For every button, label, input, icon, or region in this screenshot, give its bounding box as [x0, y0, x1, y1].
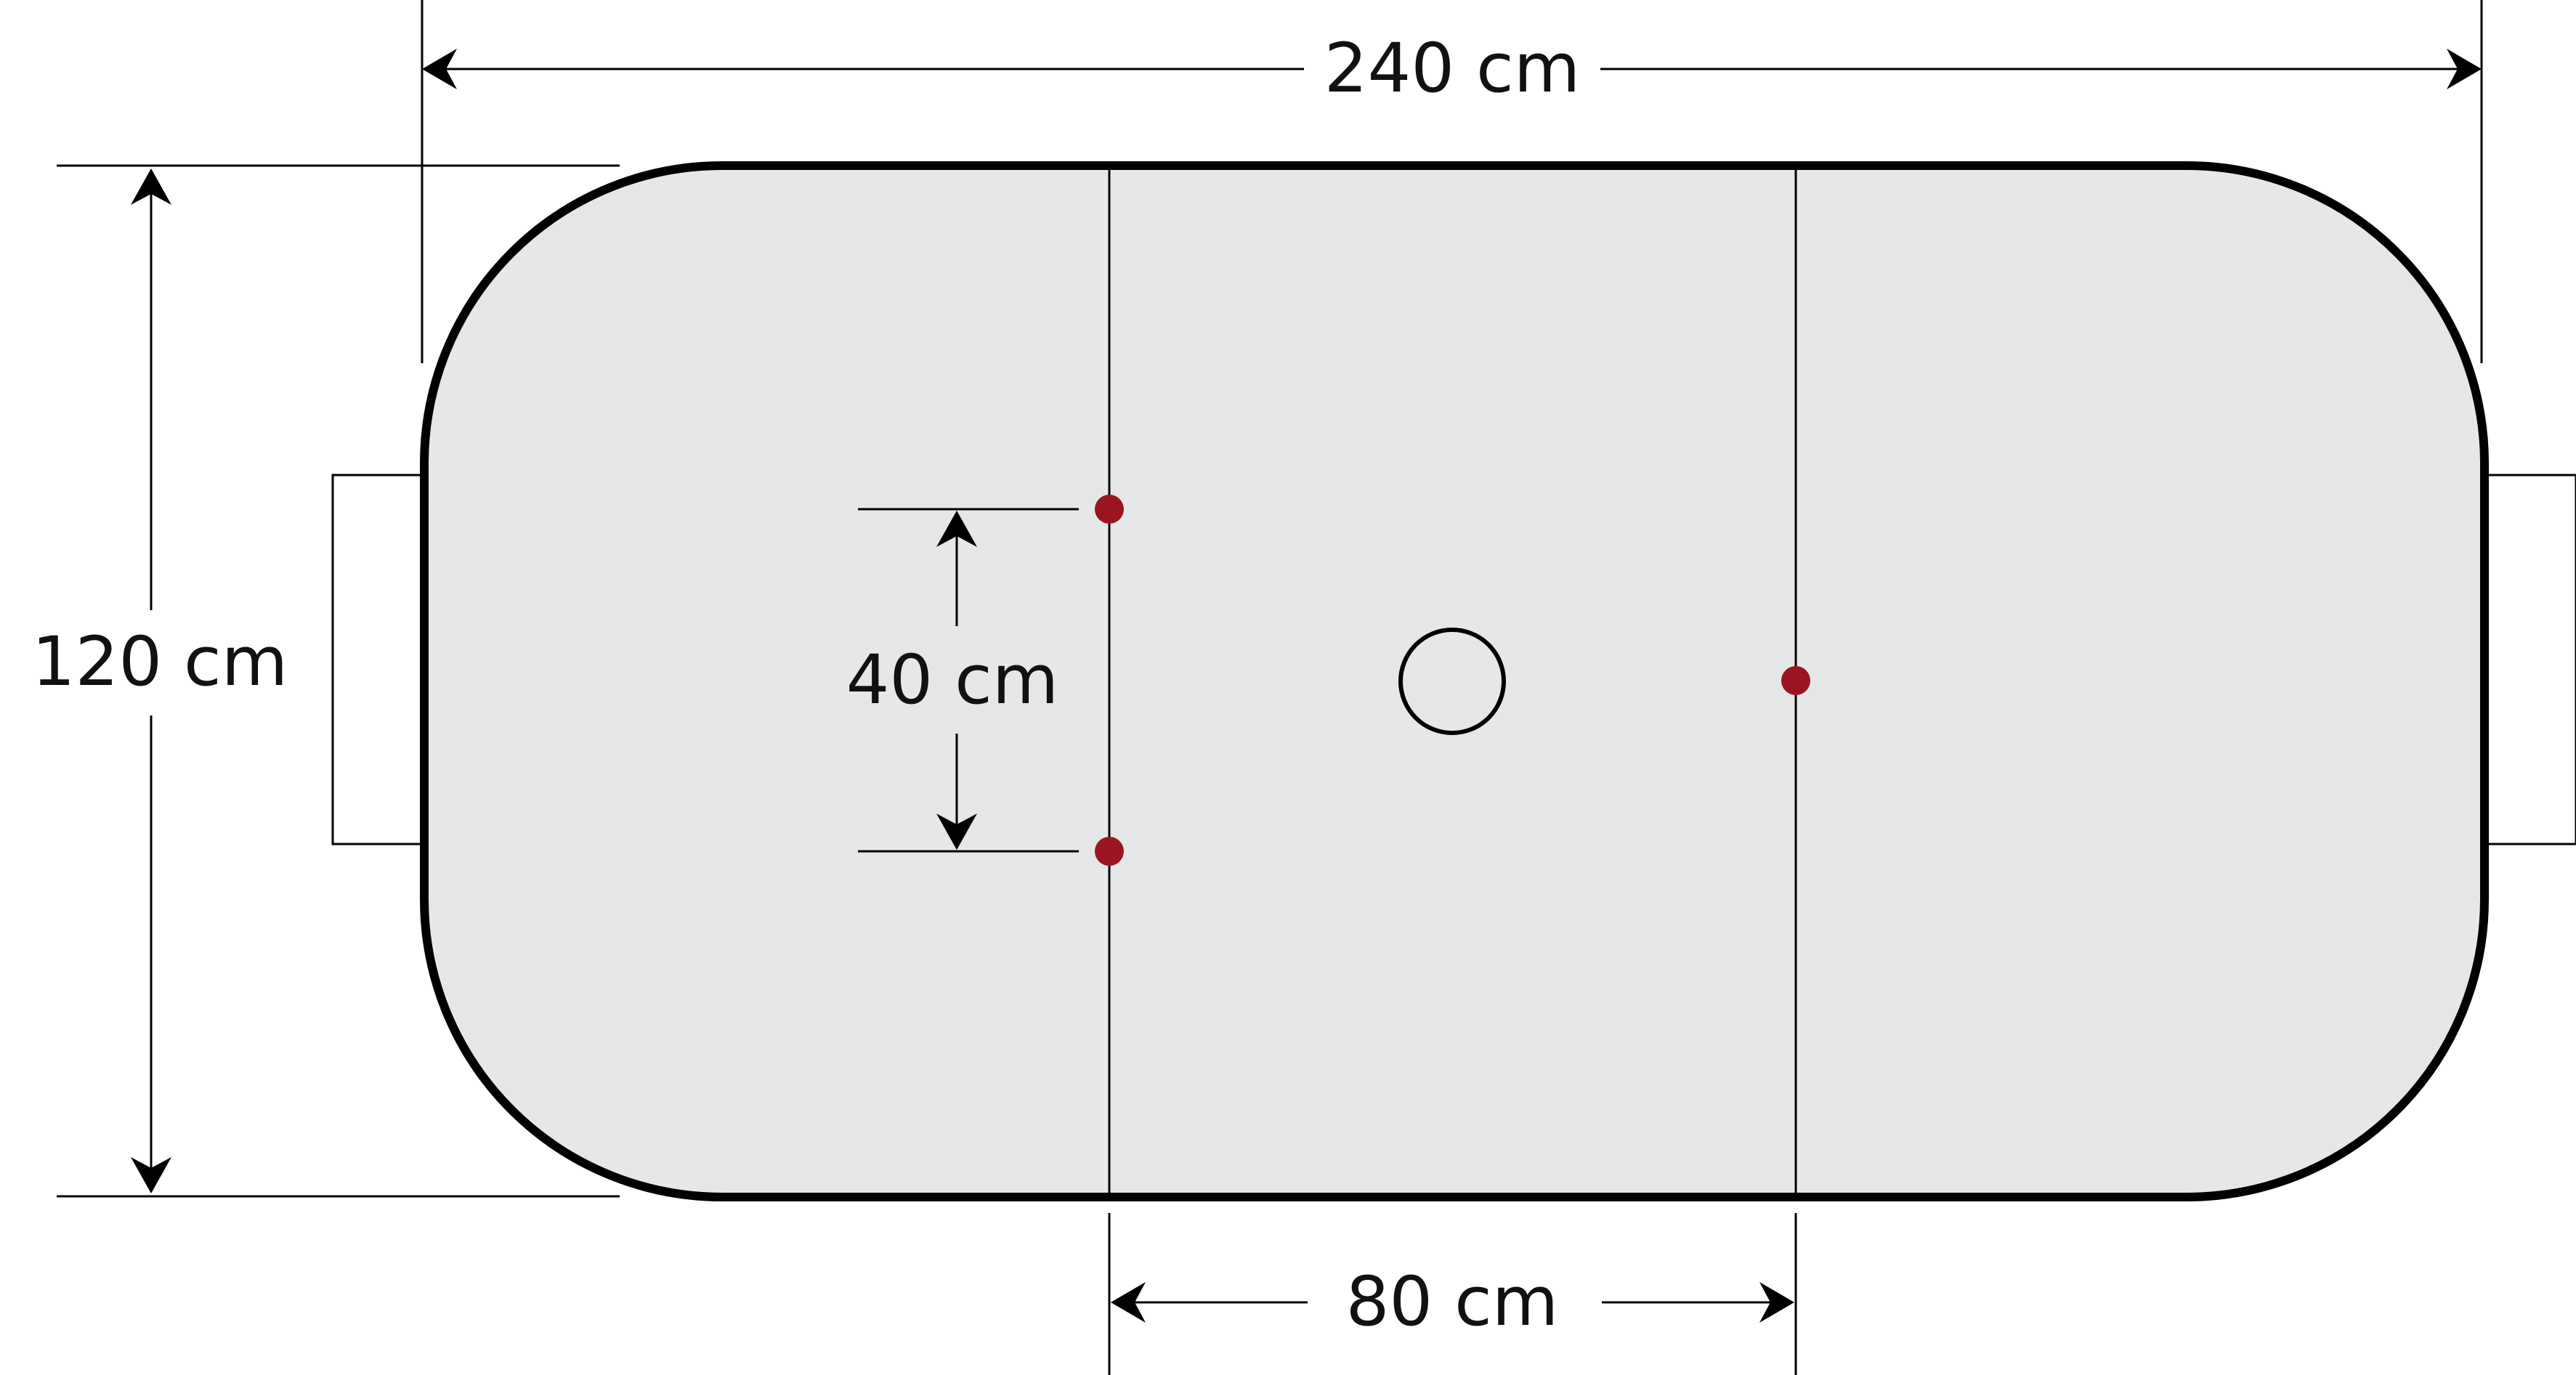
- line-arrowhead-left: [1111, 1282, 1146, 1323]
- line-spacing-label: 80 cm: [1346, 1262, 1559, 1342]
- width-arrowhead-left: [422, 49, 457, 89]
- board-surface: [420, 161, 2489, 1201]
- width-arrowhead-right: [2447, 49, 2482, 89]
- height-dimension-label: 120 cm: [32, 622, 288, 702]
- spot-spacing-dimension: 40 cm: [846, 508, 1079, 853]
- width-dimension-label: 240 cm: [1324, 29, 1581, 108]
- line-arrowhead-right: [1759, 1282, 1794, 1323]
- center-circle: [1398, 628, 1506, 735]
- left-goal-box: [331, 474, 426, 845]
- upper-left-spot: [1095, 495, 1124, 524]
- line-spacing-dimension: 80 cm: [1108, 1213, 1797, 1375]
- height-arrowhead-top: [131, 169, 171, 205]
- lower-left-spot: [1095, 837, 1124, 866]
- height-dimension: 120 cm: [32, 164, 620, 1198]
- spot-spacing-label: 40 cm: [846, 641, 1059, 720]
- right-goal-box: [2483, 474, 2576, 845]
- height-arrowhead-bottom: [131, 1157, 171, 1193]
- spot-arrowhead-top: [936, 511, 977, 547]
- right-spot: [1781, 666, 1810, 695]
- spot-arrowhead-bottom: [936, 814, 977, 850]
- width-dimension: 240 cm: [421, 0, 2483, 363]
